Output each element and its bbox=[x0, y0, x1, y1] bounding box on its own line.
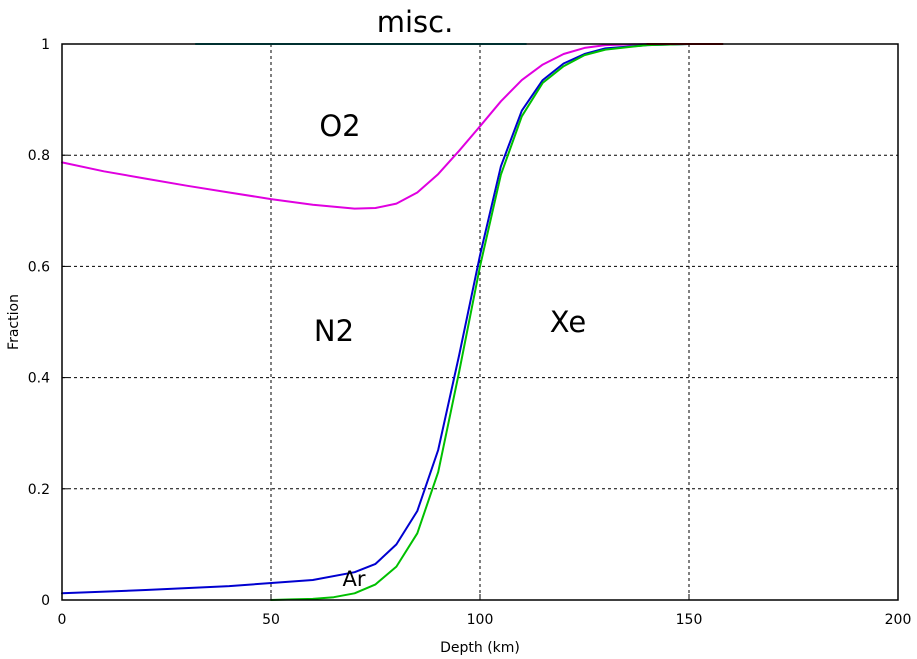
region-label-misc: misc. bbox=[377, 5, 454, 39]
axis-ticks: 0 50 100 150 200 0 0.2 0.4 0.6 0.8 1 bbox=[28, 37, 912, 628]
region-label-n2: N2 bbox=[314, 314, 354, 348]
y-tick-label: 0.2 bbox=[28, 482, 50, 498]
x-tick-label: 150 bbox=[676, 612, 703, 628]
x-axis-label: Depth (km) bbox=[440, 640, 520, 656]
y-tick-label: 1 bbox=[41, 37, 50, 53]
x-tick-label: 200 bbox=[885, 612, 912, 628]
y-tick-label: 0.8 bbox=[28, 148, 50, 164]
region-label-o2: O2 bbox=[319, 109, 360, 143]
region-label-ar: Ar bbox=[343, 567, 366, 591]
series-line-3 bbox=[270, 43, 724, 601]
x-tick-label: 0 bbox=[58, 612, 67, 628]
series-line-2 bbox=[61, 43, 724, 595]
y-tick-label: 0.4 bbox=[28, 371, 50, 387]
y-axis-label: Fraction bbox=[6, 294, 22, 350]
y-tick-label: 0.6 bbox=[28, 259, 50, 275]
series-line-1 bbox=[61, 43, 724, 210]
y-tick-label: 0 bbox=[41, 593, 50, 609]
x-tick-label: 100 bbox=[467, 612, 494, 628]
region-label-xe: Xe bbox=[550, 305, 586, 339]
grid-lines bbox=[62, 44, 898, 600]
x-tick-label: 50 bbox=[262, 612, 280, 628]
